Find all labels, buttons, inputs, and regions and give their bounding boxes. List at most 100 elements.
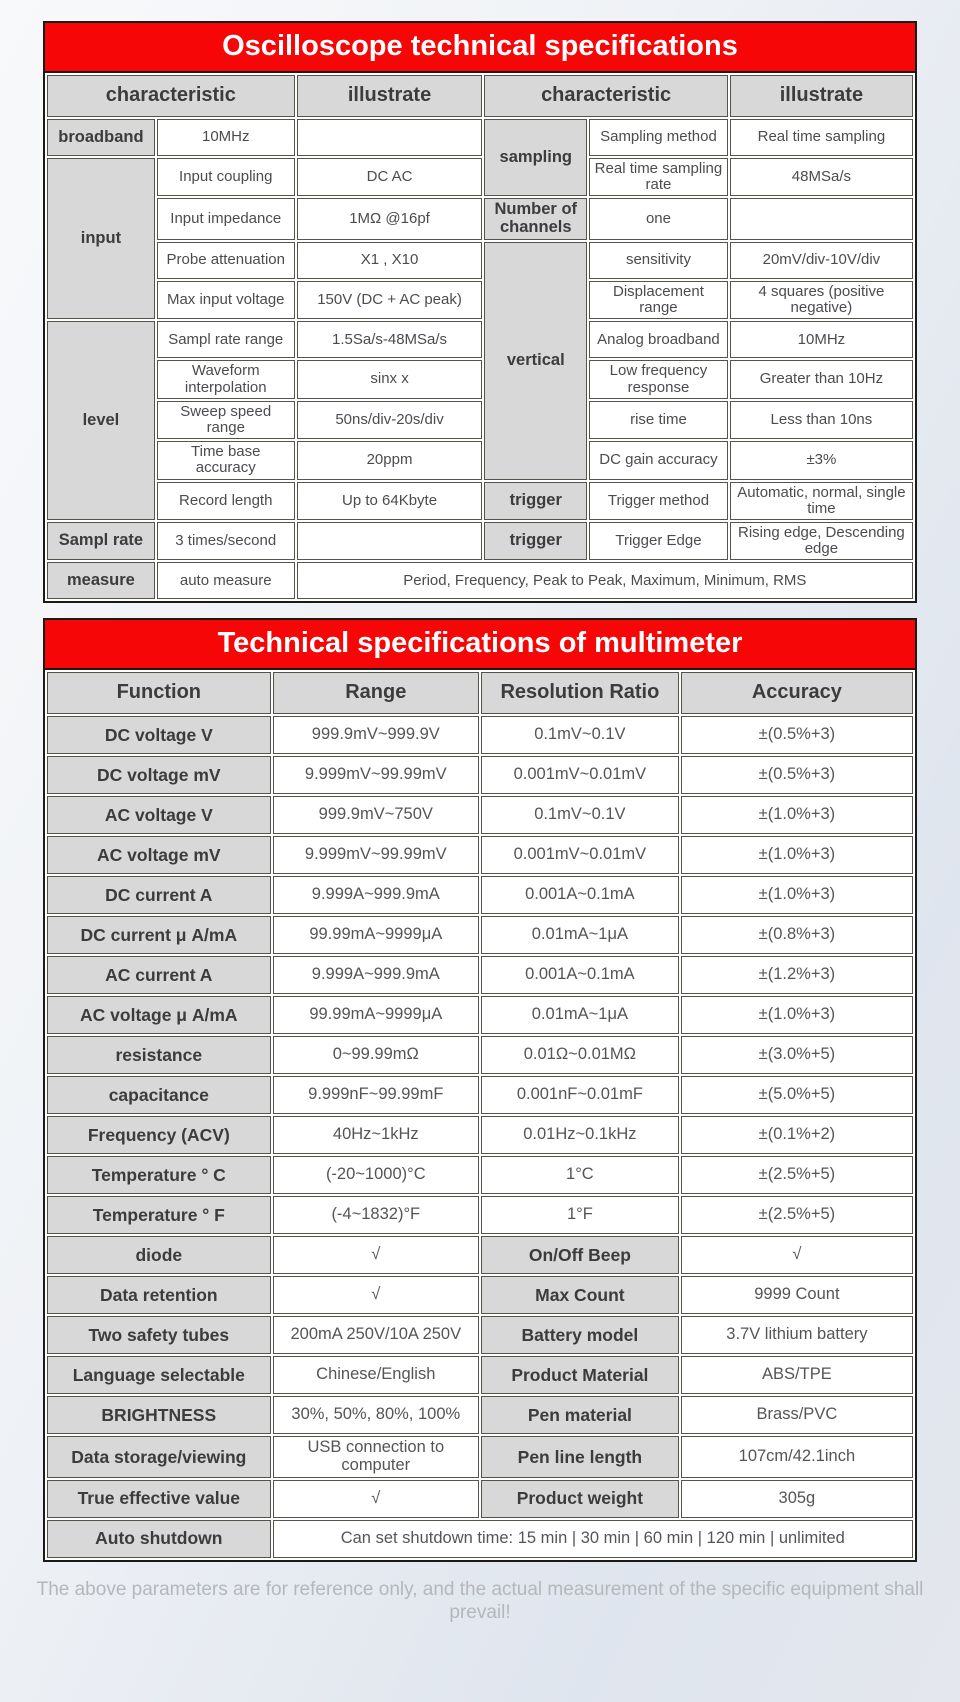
table-row: Time base accuracy 20ppm DC gain accuracy ±… <box>47 441 913 480</box>
spec-value-cell: Up to 64Kbyte <box>296 481 483 520</box>
spec-value-cell: Sampling method <box>589 119 728 156</box>
spec-value-cell: Can set shutdown time: 15 min | 30 min |… <box>272 1519 913 1558</box>
spec-value-cell: 0.1mV~0.1V <box>480 716 679 755</box>
spec-value-cell: Low frequency response <box>589 360 728 399</box>
spec-value-cell: Sweep speed range <box>156 400 295 440</box>
spec-value-cell: 99.99mA~9999μA <box>272 916 479 955</box>
spec-value-cell: ±(2.5%+5) <box>680 1156 913 1195</box>
oscilloscope-table-title: Oscilloscope technical specifications <box>45 23 915 73</box>
spec-value-cell: Displacement range <box>589 281 728 320</box>
table-row: DC voltage mV 9.999mV~99.99mV 0.001mV~0.01… <box>47 756 913 795</box>
category-cell: level <box>47 321 155 520</box>
multimeter-table-title: Technical specifications of multimeter <box>45 620 915 671</box>
spec-value-cell: one <box>589 198 728 240</box>
spec-value-cell: 1MΩ @16pf <box>296 198 483 240</box>
spec-value-cell: ±(1.0%+3) <box>680 836 913 875</box>
spec-value-cell: 9.999A~999.9mA <box>272 956 479 995</box>
spec-value-cell: Chinese/English <box>272 1356 479 1395</box>
category-cell: input <box>47 158 155 320</box>
spec-value-cell: Trigger method <box>589 481 728 520</box>
table-row: Data storage/viewing USB connection to co… <box>47 1436 913 1478</box>
spec-value-cell: 1.5Sa/s-48MSa/s <box>296 321 483 359</box>
column-header-cell: characteristic <box>47 75 295 117</box>
table-row: Sampl rate 3 times/second trigger Trigger E… <box>47 521 913 561</box>
category-cell: Temperature ° C <box>47 1156 271 1195</box>
spec-value-cell: sinx x <box>296 360 483 399</box>
table-row: Sweep speed range 50ns/div-20s/div rise ti… <box>47 400 913 440</box>
spec-value-cell: 40Hz~1kHz <box>272 1116 479 1155</box>
spec-value-cell: 150V (DC + AC peak) <box>296 281 483 320</box>
category-cell: Data storage/viewing <box>47 1436 271 1478</box>
spec-value-cell: 9.999mV~99.99mV <box>272 836 479 875</box>
spec-value-cell: Input impedance <box>156 198 295 240</box>
category-cell: BRIGHTNESS <box>47 1396 271 1435</box>
spec-value-cell: √ <box>680 1236 913 1275</box>
table-row: Probe attenuation X1 , X10 vertical sensiti… <box>47 242 913 480</box>
spec-value-cell: rise time <box>589 400 728 440</box>
spec-value-cell: 0.1mV~0.1V <box>480 796 679 835</box>
spec-value-cell: Probe attenuation <box>156 242 295 279</box>
category-cell: vertical <box>484 242 588 480</box>
spec-value-cell: ±(1.0%+3) <box>680 796 913 835</box>
spec-value-cell: 50ns/div-20s/div <box>296 400 483 440</box>
category-cell: diode <box>47 1236 271 1275</box>
spec-value-cell: ±(2.5%+5) <box>680 1196 913 1235</box>
spec-value-cell: ±(1.0%+3) <box>680 996 913 1035</box>
table-row: diode √ On/Off Beep √ <box>47 1236 913 1275</box>
spec-value-cell <box>296 521 483 561</box>
spec-value-cell <box>296 119 483 156</box>
table-row: Waveform interpolation sinx x Low frequenc… <box>47 360 913 399</box>
spec-value-cell: 9999 Count <box>680 1276 913 1315</box>
category-cell: DC current A <box>47 876 271 915</box>
spec-value-cell: Time base accuracy <box>156 441 295 480</box>
category-cell: AC voltage mV <box>47 836 271 875</box>
spec-value-cell: Automatic, normal, single time <box>729 481 913 520</box>
spec-value-cell: Real time sampling <box>729 119 913 156</box>
table-row: AC voltage μ A/mA 99.99mA~9999μA 0.01mA~1μ… <box>47 996 913 1035</box>
category-cell: Product Material <box>480 1356 679 1395</box>
table-row: Record length Up to 64Kbyte trigger Trigger… <box>47 481 913 520</box>
spec-value-cell: (-4~1832)°F <box>272 1196 479 1235</box>
category-cell: AC current A <box>47 956 271 995</box>
spec-value-cell: 1°C <box>480 1156 679 1195</box>
category-cell: DC voltage V <box>47 716 271 755</box>
category-cell: Product weight <box>480 1479 679 1518</box>
spec-value-cell: 0.01Ω~0.01MΩ <box>480 1036 679 1075</box>
category-cell: True effective value <box>47 1479 271 1518</box>
multimeter-spec-table: Function Range Resolution Ratio Accuracy DC … <box>45 670 915 1560</box>
table-row: DC voltage V 999.9mV~999.9V 0.1mV~0.1V ±(0.… <box>47 716 913 755</box>
column-header-cell: Range <box>272 672 479 715</box>
spec-value-cell: 0~99.99mΩ <box>272 1036 479 1075</box>
table-row: AC voltage V 999.9mV~750V 0.1mV~0.1V ±(1.0%… <box>47 796 913 835</box>
table-row: Input impedance 1MΩ @16pf Number of channe… <box>47 198 913 240</box>
spec-value-cell: ±(0.8%+3) <box>680 916 913 955</box>
spec-value-cell: 9.999nF~99.99mF <box>272 1076 479 1115</box>
category-cell: DC current μ A/mA <box>47 916 271 955</box>
category-cell: measure <box>47 562 155 600</box>
spec-value-cell: Trigger Edge <box>589 521 728 561</box>
category-cell: Pen line length <box>480 1436 679 1478</box>
spec-value-cell: 10MHz <box>156 119 295 156</box>
column-header-cell: illustrate <box>296 75 483 117</box>
spec-value-cell: √ <box>272 1479 479 1518</box>
table-row: Language selectable Chinese/English Produc… <box>47 1356 913 1395</box>
spec-value-cell: ABS/TPE <box>680 1356 913 1395</box>
column-header-cell: Accuracy <box>680 672 913 715</box>
spec-value-cell: 0.001nF~0.01mF <box>480 1076 679 1115</box>
spec-value-cell: auto measure <box>156 562 295 600</box>
table-row: level Sampl rate range 1.5Sa/s-48MSa/s Anal… <box>47 321 913 520</box>
category-cell: Max Count <box>480 1276 679 1315</box>
spec-value-cell: Rising edge, Descending edge <box>729 521 913 561</box>
category-cell: DC voltage mV <box>47 756 271 795</box>
spec-value-cell: 0.01Hz~0.1kHz <box>480 1116 679 1155</box>
category-cell: trigger <box>484 521 588 561</box>
table-row: AC current A 9.999A~999.9mA 0.001A~0.1mA ±(… <box>47 956 913 995</box>
spec-value-cell: 200mA 250V/10A 250V <box>272 1316 479 1355</box>
spec-value-cell: ±(1.2%+3) <box>680 956 913 995</box>
spec-value-cell: Max input voltage <box>156 281 295 320</box>
spec-value-cell: DC AC <box>296 158 483 197</box>
spec-value-cell: 0.001A~0.1mA <box>480 956 679 995</box>
category-cell: trigger <box>484 481 588 520</box>
table-row: DC current A 9.999A~999.9mA 0.001A~0.1mA ±(… <box>47 876 913 915</box>
category-cell: resistance <box>47 1036 271 1075</box>
